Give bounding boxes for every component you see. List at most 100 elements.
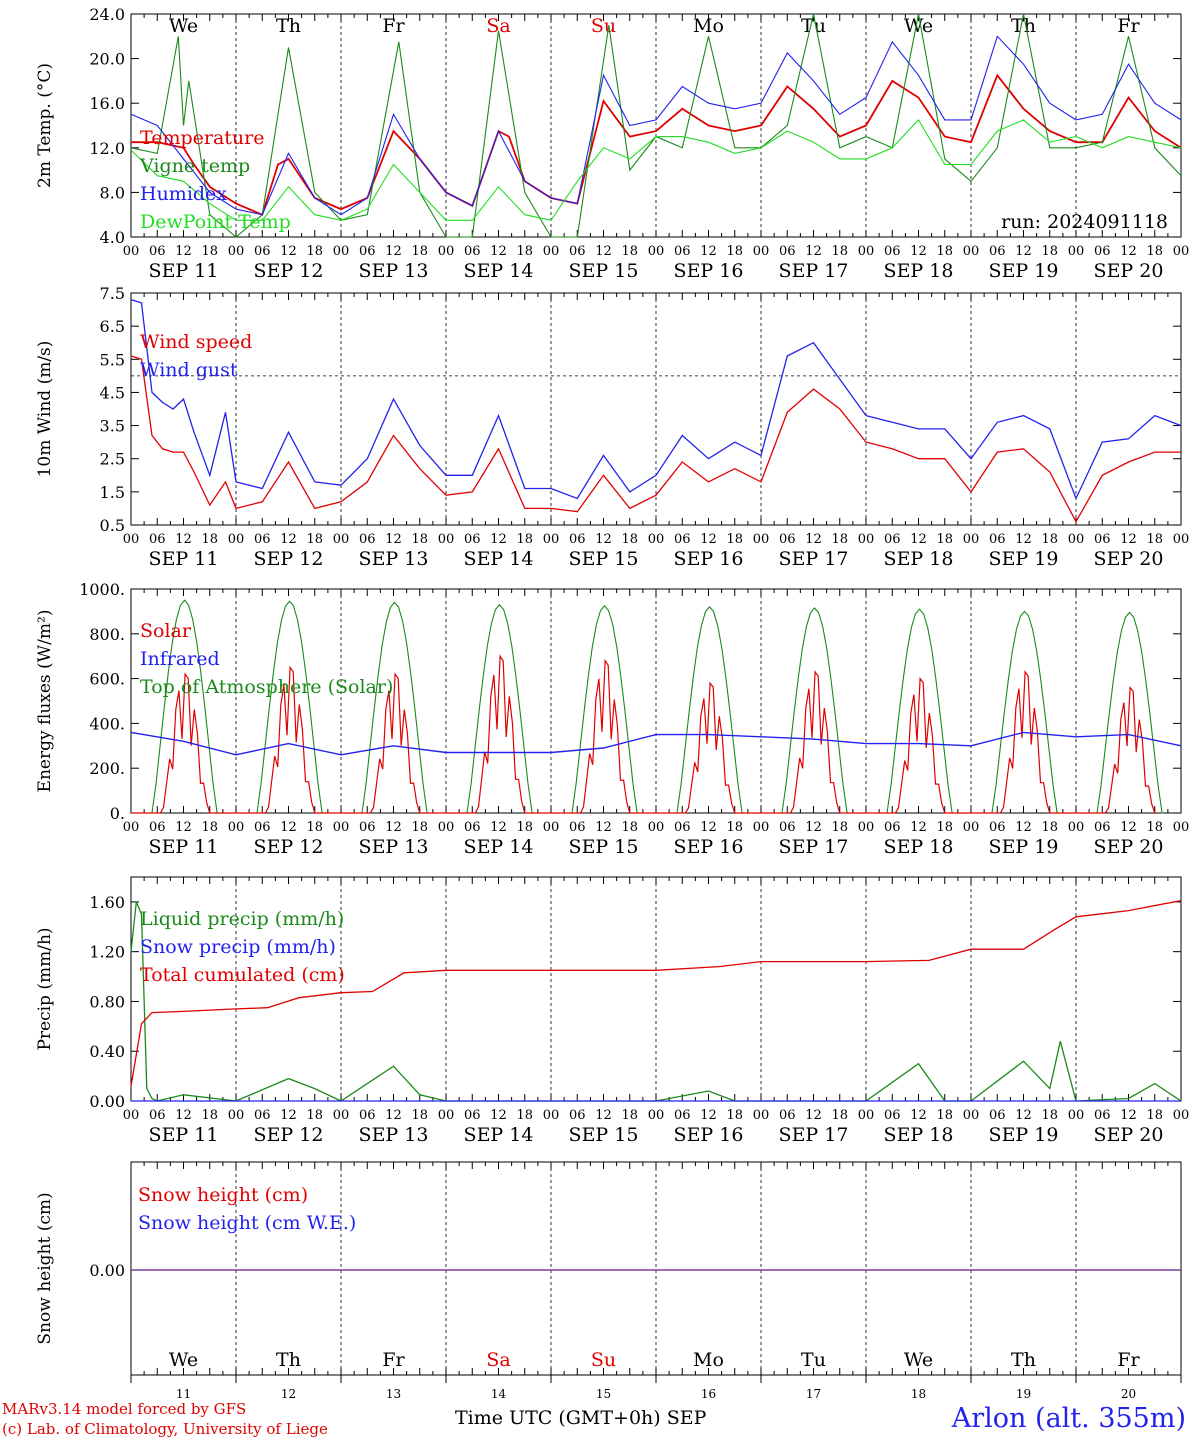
hour-tick-label: 12 [595,532,612,547]
hour-tick-label: 06 [254,1108,271,1123]
y-tick-label: 0.80 [89,992,125,1011]
date-label: SEP 16 [674,260,744,282]
hour-tick-label: 06 [674,1108,691,1123]
hour-tick-label: 18 [1041,532,1058,547]
day-number-label: 12 [281,1387,296,1401]
day-number-label: 16 [701,1387,716,1401]
hour-tick-label: 00 [858,532,875,547]
weekday-label: Th [276,15,301,37]
hour-tick-label: 00 [648,1108,665,1123]
y-tick-label: 800. [89,625,125,644]
time-axis-title: Time UTC (GMT+0h) SEP [455,1407,707,1429]
date-label: SEP 14 [464,1124,534,1146]
hour-tick-label: 12 [910,244,927,259]
lab-credit: (c) Lab. of Climatology, University of L… [2,1420,328,1438]
hour-tick-label: 18 [1146,820,1163,835]
hour-tick-label: 06 [989,244,1006,259]
hour-tick-label: 00 [123,532,140,547]
series-line [130,13,1182,238]
legend-entry: Temperature [140,127,264,149]
date-label: SEP 13 [359,548,429,570]
hour-tick-label: 00 [858,820,875,835]
hour-tick-label: 18 [726,820,743,835]
date-label: SEP 20 [1094,1124,1164,1146]
weekday-label: We [169,1349,198,1371]
hour-tick-label: 06 [149,532,166,547]
date-label: SEP 17 [779,1124,849,1146]
series-line [130,899,1182,1087]
hour-tick-label: 06 [569,820,586,835]
hour-tick-label: 00 [1173,1108,1190,1123]
weekday-label: Sa [486,1349,510,1371]
hour-tick-label: 06 [674,532,691,547]
date-label: SEP 19 [989,836,1059,858]
hour-tick-label: 18 [1041,820,1058,835]
date-label: SEP 11 [149,836,219,858]
legend-entry: Solar [140,620,192,642]
hour-tick-label: 18 [1146,532,1163,547]
hour-tick-label: 06 [884,1108,901,1123]
hour-tick-label: 18 [1041,1108,1058,1123]
hour-tick-label: 12 [280,820,297,835]
day-number-label: 15 [596,1387,611,1401]
hour-tick-label: 00 [1068,532,1085,547]
y-tick-label: 2.5 [100,450,125,469]
hour-tick-label: 18 [516,244,533,259]
hour-tick-label: 00 [228,1108,245,1123]
date-label: SEP 14 [464,548,534,570]
date-label: SEP 16 [674,548,744,570]
date-label: SEP 16 [674,836,744,858]
hour-tick-label: 18 [516,1108,533,1123]
hour-tick-label: 00 [963,820,980,835]
hour-tick-label: 12 [490,244,507,259]
hour-tick-label: 00 [228,820,245,835]
hour-tick-label: 06 [989,532,1006,547]
hour-tick-label: 00 [123,820,140,835]
hour-tick-label: 00 [123,1108,140,1123]
date-label: SEP 19 [989,260,1059,282]
y-tick-label: 1.5 [100,483,125,502]
hour-tick-label: 06 [779,820,796,835]
hour-tick-label: 06 [464,820,481,835]
legend-entry: DewPoint Temp [140,211,291,233]
series-line [130,118,1182,221]
hour-tick-label: 12 [700,820,717,835]
y-tick-label: 1000. [79,580,125,599]
date-label: SEP 12 [254,1124,324,1146]
weekday-label: Su [591,15,616,37]
hour-tick-label: 00 [1068,1108,1085,1123]
hour-tick-label: 00 [438,532,455,547]
day-number-label: 14 [491,1387,507,1401]
hour-tick-label: 12 [175,1108,192,1123]
day-number-label: 17 [806,1387,821,1401]
hour-tick-label: 00 [543,1108,560,1123]
hour-tick-label: 00 [753,244,770,259]
day-number-label: 20 [1121,1387,1136,1401]
hour-tick-label: 18 [831,244,848,259]
hour-tick-label: 06 [1094,820,1111,835]
hour-tick-label: 12 [1015,244,1032,259]
date-label: SEP 12 [254,548,324,570]
legend-entry: Snow height (cm) [138,1184,308,1206]
y-tick-label: 1.60 [89,893,125,912]
legend-entry: Snow height (cm W.E.) [138,1212,356,1234]
hour-tick-label: 18 [306,1108,323,1123]
series-line [130,731,1182,756]
hour-tick-label: 12 [490,1108,507,1123]
hour-tick-label: 00 [333,820,350,835]
hour-tick-label: 00 [228,244,245,259]
hour-tick-label: 00 [1068,820,1085,835]
hour-tick-label: 12 [1015,1108,1032,1123]
hour-tick-label: 18 [726,244,743,259]
y-axis-label: Snow height (cm) [35,1192,55,1344]
hour-tick-label: 12 [490,532,507,547]
hour-tick-label: 06 [149,1108,166,1123]
y-tick-label: 600. [89,670,125,689]
hour-tick-label: 06 [359,1108,376,1123]
hour-tick-label: 12 [805,532,822,547]
hour-tick-label: 12 [175,532,192,547]
series-line [130,298,1182,501]
hour-tick-label: 12 [1120,244,1137,259]
hour-tick-label: 00 [858,1108,875,1123]
hour-tick-label: 18 [201,244,218,259]
